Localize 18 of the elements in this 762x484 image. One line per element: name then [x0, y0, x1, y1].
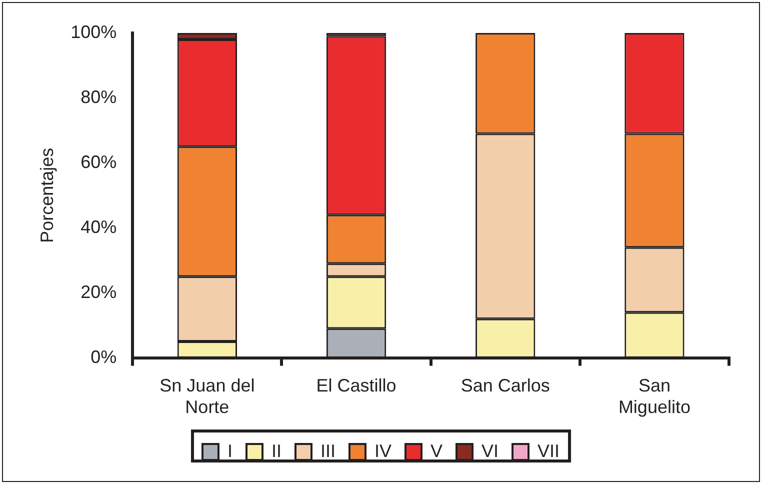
legend-label: VI [482, 440, 499, 461]
legend-label: V [430, 440, 443, 461]
x-tick-label: Sn Juan del Norte [160, 376, 255, 418]
y-axis-title: Porcentajes [36, 148, 57, 243]
y-tick-label: 80% [80, 86, 117, 107]
legend-label: II [271, 440, 282, 461]
x-tick-label: San Miguelito [618, 376, 690, 418]
legend-label: I [227, 440, 232, 461]
legend-label: III [320, 440, 336, 461]
x-tick-label: El Castillo [316, 376, 396, 396]
y-tick-label: 60% [80, 152, 117, 172]
y-tick-label: 100% [70, 22, 117, 42]
x-tick-label: San Carlos [460, 376, 550, 396]
y-tick-label: 40% [80, 216, 117, 237]
legend-label: VII [538, 440, 560, 461]
legend-label: IV [374, 440, 392, 461]
y-tick-label: 0% [90, 346, 117, 367]
y-tick-label: 20% [80, 282, 117, 302]
